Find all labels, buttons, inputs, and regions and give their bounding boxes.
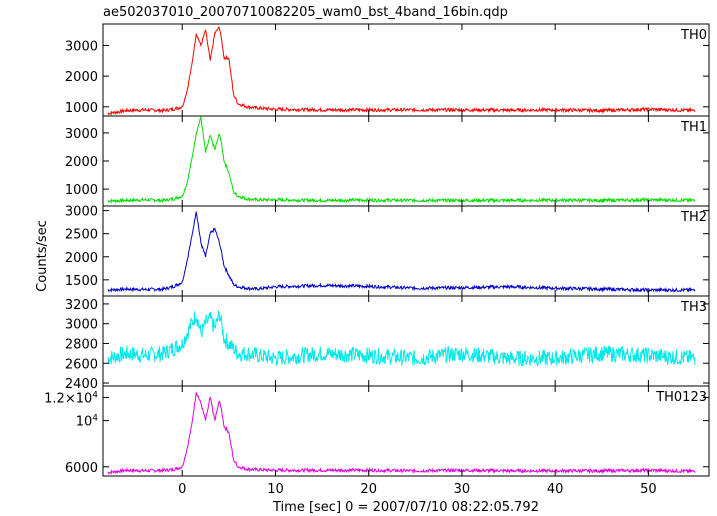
y-tick-label: 2000 bbox=[65, 251, 98, 266]
panel-th1: 1000 2000 3000 TH1 bbox=[65, 115, 710, 207]
panel-frame bbox=[102, 205, 710, 297]
chart-title: ae502037010_20070710082205_wam0_bst_4ban… bbox=[103, 5, 508, 20]
x-axis-label: Time [sec] 0 = 2007/07/10 08:22:05.792 bbox=[272, 500, 539, 515]
y-tick-label: 2400 bbox=[65, 377, 98, 392]
y-tick-label: 3000 bbox=[65, 127, 98, 142]
panel-label: TH0123 bbox=[655, 390, 707, 405]
panel-frame bbox=[102, 115, 710, 207]
y-tick-label: 1500 bbox=[65, 274, 98, 289]
y-tick-label: 6000 bbox=[65, 461, 98, 476]
y-tick-label: 1000 bbox=[65, 183, 98, 198]
series-th0123-line bbox=[107, 391, 696, 475]
panels: 1000 2000 3000 TH0 1000 2000 3000 TH1 1500 2000 25… bbox=[44, 23, 710, 477]
y-tick-label: 1.2×104 bbox=[44, 391, 98, 407]
y-tick-label: 2000 bbox=[65, 155, 98, 170]
x-tick-label: 50 bbox=[640, 482, 657, 497]
y-tick-label: 2500 bbox=[65, 228, 98, 243]
series-th3-line bbox=[107, 309, 696, 367]
panel-th0123: 6000 104 1.2×104 TH0123 bbox=[44, 385, 710, 477]
x-tick-label: 20 bbox=[360, 482, 377, 497]
panel-frame bbox=[102, 385, 710, 477]
x-axis: 0 10 20 30 40 50 bbox=[178, 482, 657, 497]
series-th1-line bbox=[107, 116, 696, 204]
x-tick-label: 0 bbox=[178, 482, 186, 497]
panel-frame bbox=[102, 295, 710, 387]
panel-label: TH1 bbox=[680, 120, 707, 135]
y-tick-label: 2000 bbox=[65, 70, 98, 85]
panel-frame bbox=[102, 23, 710, 117]
x-tick-label: 40 bbox=[547, 482, 564, 497]
y-tick-label: 3000 bbox=[65, 318, 98, 333]
x-tick-label: 30 bbox=[454, 482, 471, 497]
series-th2-line bbox=[107, 211, 696, 294]
panel-label: TH3 bbox=[680, 300, 707, 315]
series-th0-line bbox=[107, 26, 696, 116]
y-tick-label: 1000 bbox=[65, 101, 98, 116]
y-tick-label: 104 bbox=[76, 414, 99, 430]
panel-label: TH2 bbox=[680, 210, 707, 225]
y-axis-label: Counts/sec bbox=[35, 220, 50, 292]
y-tick-label: 2800 bbox=[65, 337, 98, 352]
y-tick-label: 3200 bbox=[65, 298, 98, 313]
x-tick-label: 10 bbox=[267, 482, 284, 497]
y-tick-label: 2600 bbox=[65, 357, 98, 372]
panel-th0: 1000 2000 3000 TH0 bbox=[65, 23, 710, 117]
panel-label: TH0 bbox=[680, 28, 707, 43]
panel-th3: 2400 2600 2800 3000 3200 TH3 bbox=[65, 295, 710, 392]
y-tick-label: 3000 bbox=[65, 205, 98, 220]
panel-th2: 1500 2000 2500 3000 TH2 bbox=[65, 205, 710, 297]
y-tick-label: 3000 bbox=[65, 39, 98, 54]
